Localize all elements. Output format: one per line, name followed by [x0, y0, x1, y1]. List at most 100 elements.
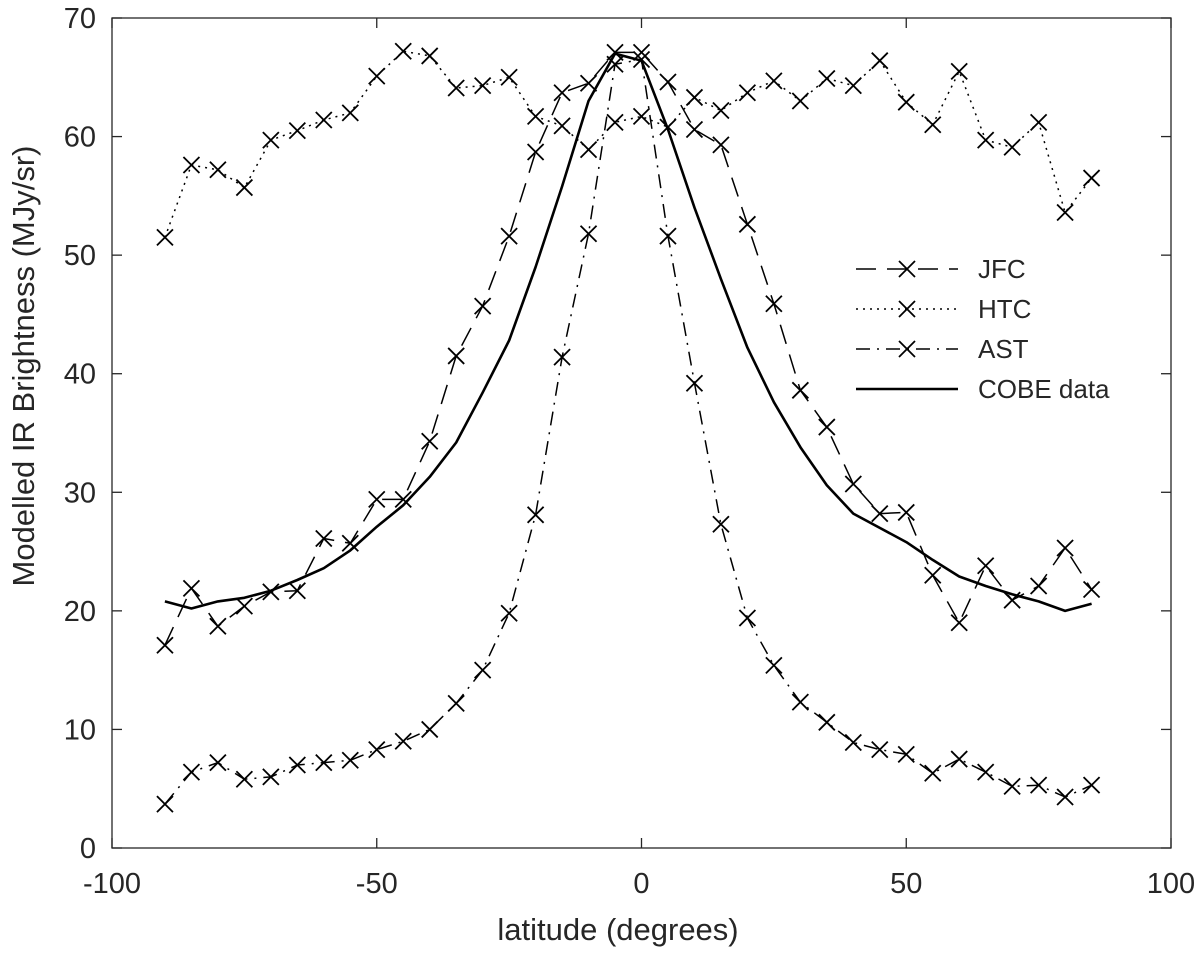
data-point-jfc	[553, 84, 571, 102]
legend-entry-htc: HTC	[856, 294, 1031, 324]
data-point-jfc	[818, 418, 836, 436]
data-point-jfc	[500, 227, 518, 245]
data-point-jfc	[765, 295, 783, 313]
data-point-htc	[897, 93, 915, 111]
data-point-htc	[579, 140, 598, 159]
data-point-jfc	[579, 74, 598, 92]
data-point-htc	[368, 67, 386, 85]
data-point-htc	[606, 113, 624, 131]
data-point-htc	[341, 104, 359, 122]
data-point-ast	[579, 225, 598, 243]
data-point-jfc	[447, 347, 465, 365]
data-point-htc	[765, 72, 783, 90]
data-point-ast	[897, 745, 915, 763]
data-point-ast	[1003, 777, 1021, 795]
data-point-jfc	[156, 636, 174, 654]
data-point-htc	[632, 107, 651, 126]
data-point-htc	[818, 69, 836, 88]
data-point-htc	[209, 161, 227, 179]
legend-label-ast: AST	[978, 334, 1029, 364]
data-point-jfc	[844, 475, 862, 493]
data-point-htc	[1029, 113, 1048, 131]
series-jfc	[156, 43, 1101, 654]
data-point-htc	[447, 79, 465, 97]
data-point-jfc	[288, 582, 306, 600]
data-point-ast	[553, 348, 571, 366]
y-tick-label: 40	[64, 359, 96, 391]
legend-entry-ast: AST	[856, 334, 1029, 364]
data-point-ast	[421, 720, 439, 739]
data-point-jfc	[1056, 539, 1074, 557]
data-point-ast	[526, 506, 545, 524]
data-point-htc	[553, 117, 571, 135]
data-point-ast	[950, 750, 968, 768]
data-point-jfc	[632, 43, 651, 62]
y-tick-label: 60	[64, 122, 96, 154]
series-htc	[156, 42, 1101, 246]
series-line-cobe-data	[164, 52, 1092, 613]
data-point-jfc	[897, 503, 915, 522]
y-tick-label: 30	[64, 477, 96, 509]
x-tick-label: -100	[83, 868, 141, 900]
data-point-ast	[474, 661, 492, 679]
data-point-jfc	[712, 136, 730, 154]
data-point-jfc	[182, 579, 201, 597]
data-point-htc	[1056, 203, 1074, 222]
data-point-jfc	[1029, 577, 1048, 595]
data-point-htc	[421, 47, 439, 65]
data-point-jfc	[871, 504, 889, 523]
legend-marker-ast	[898, 340, 916, 358]
data-point-jfc	[659, 73, 677, 91]
legend-entry-cobe-data: COBE data	[856, 374, 1110, 404]
legend-label-htc: HTC	[978, 294, 1031, 324]
data-point-jfc	[1082, 580, 1101, 599]
data-point-ast	[368, 740, 386, 759]
data-point-ast	[791, 693, 809, 711]
data-point-htc	[685, 88, 704, 107]
data-point-htc	[1082, 169, 1101, 187]
data-point-ast	[1029, 776, 1048, 794]
legend-marker-jfc	[898, 260, 916, 278]
data-point-ast	[606, 55, 624, 73]
x-tick-label: -50	[356, 868, 398, 900]
x-axis-label: latitude (degrees)	[497, 912, 738, 947]
data-point-htc	[844, 76, 862, 95]
data-point-jfc	[977, 557, 995, 575]
data-point-jfc	[209, 617, 227, 635]
data-point-ast	[341, 751, 359, 769]
data-point-ast	[235, 770, 254, 788]
data-point-htc	[262, 131, 280, 149]
data-point-htc	[526, 107, 545, 126]
data-point-ast	[182, 763, 201, 781]
data-point-jfc	[526, 143, 545, 161]
data-point-ast	[977, 763, 995, 781]
data-point-htc	[791, 92, 809, 110]
data-point-jfc	[474, 297, 492, 315]
x-tick-label: 100	[1147, 868, 1195, 900]
series-ast	[156, 50, 1101, 813]
data-point-htc	[950, 62, 968, 80]
data-point-ast	[871, 740, 889, 759]
y-tick-label: 10	[64, 714, 96, 746]
data-point-jfc	[235, 597, 254, 615]
data-point-ast	[765, 656, 783, 675]
plot-area	[156, 42, 1101, 813]
data-point-ast	[924, 764, 942, 782]
legend-label-jfc: JFC	[978, 254, 1026, 284]
y-tick-label: 50	[64, 240, 96, 272]
data-point-jfc	[368, 490, 386, 509]
legend-label-cobe-data: COBE data	[978, 374, 1110, 404]
axes: -100 -50 0 50 100 0 10 20 30 40 50 60 70	[64, 3, 1195, 900]
series-cobe-data	[164, 52, 1092, 613]
data-point-htc	[977, 131, 995, 149]
data-point-htc	[871, 52, 889, 70]
data-point-htc	[288, 122, 306, 140]
data-point-htc	[500, 68, 518, 86]
data-point-ast	[156, 795, 174, 813]
legend-marker-htc	[898, 300, 916, 318]
data-point-ast	[394, 732, 412, 750]
data-point-jfc	[394, 490, 412, 509]
